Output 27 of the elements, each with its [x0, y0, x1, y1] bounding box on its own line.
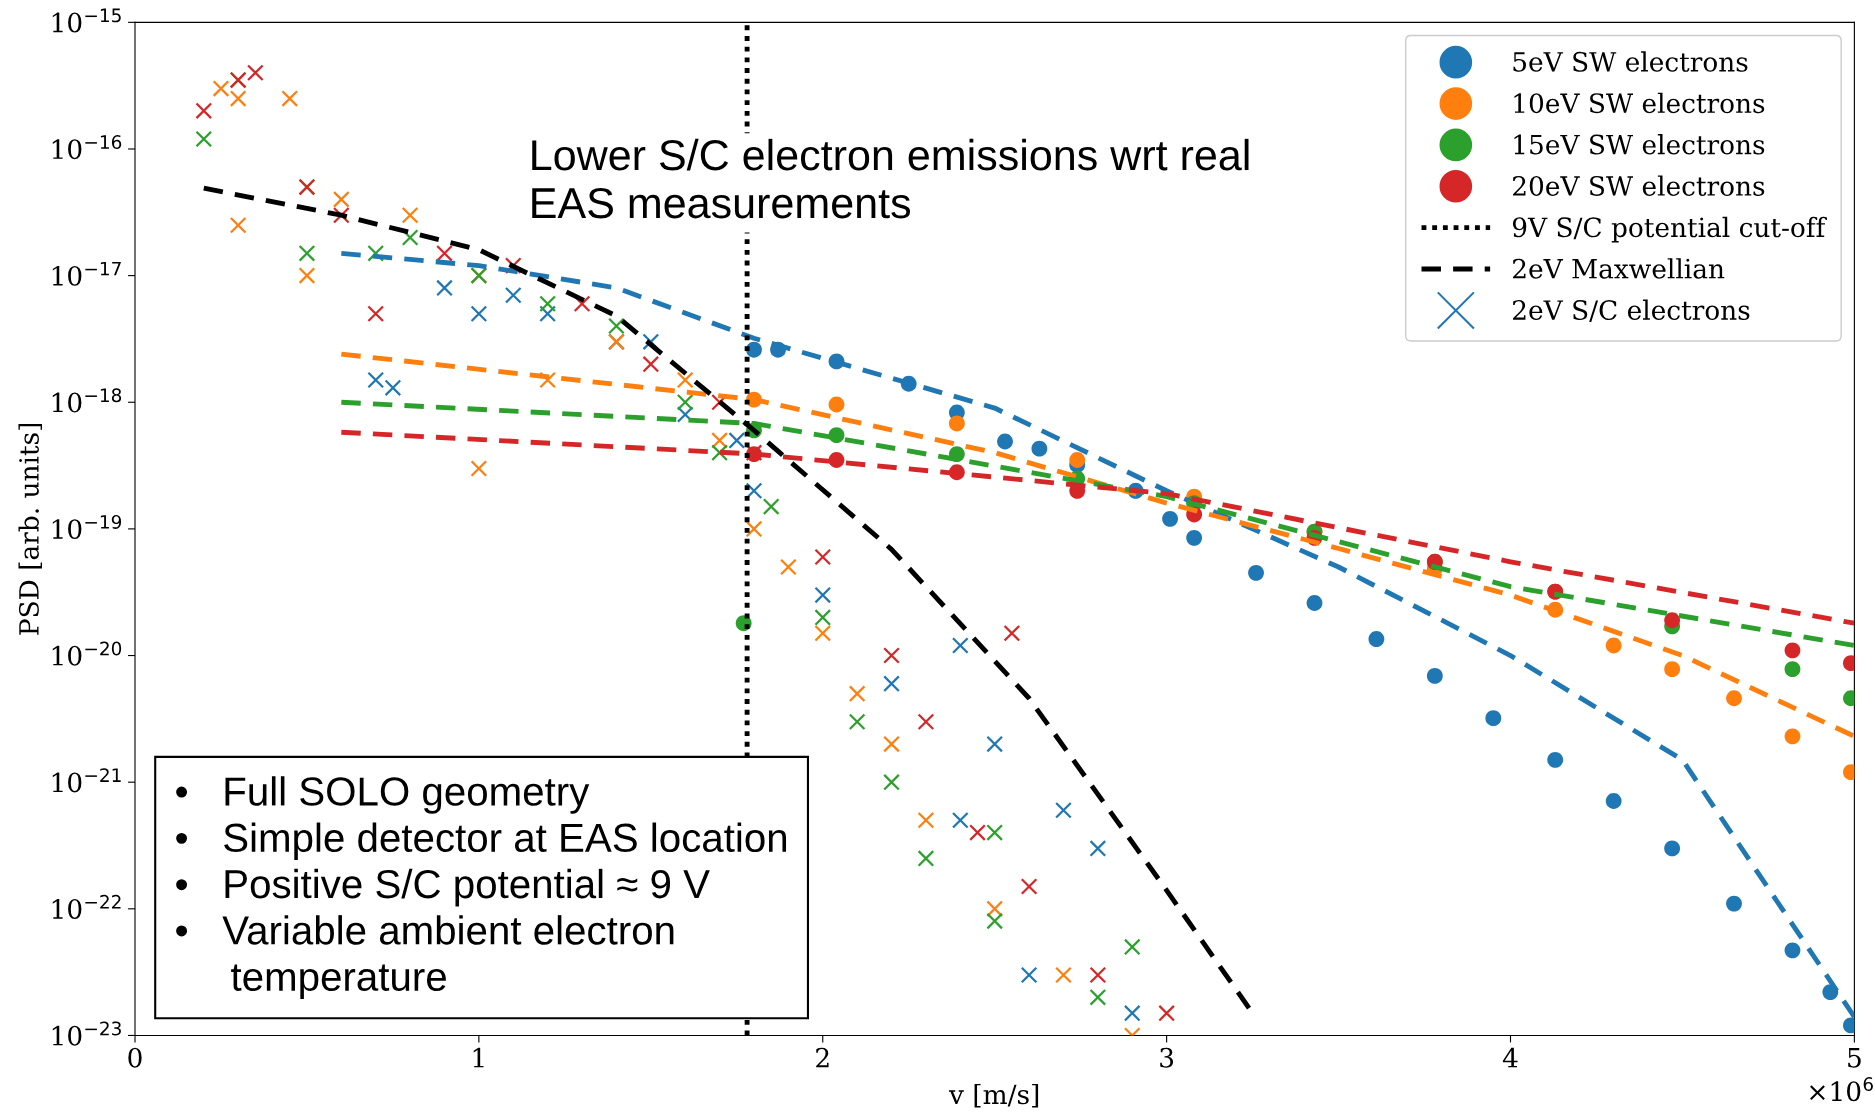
legend-label: 9V S/C potential cut-off [1512, 216, 1827, 243]
y-tick-label: 10$^{−21}$ [52, 768, 121, 793]
legend-label: 2eV S/C electrons [1513, 299, 1750, 323]
text: ×10$^{6}$ [1810, 1077, 1873, 1102]
y-tick-label: 10$^{−23}$ [52, 1021, 121, 1046]
legend-label: 2eV Maxwellian [1513, 258, 1725, 279]
y-tick-label: 10$^{−15}$ [52, 8, 121, 33]
y-tick-label: 10$^{−17}$ [52, 261, 121, 286]
x-tick-label: 5 [1848, 1048, 1861, 1068]
y-tick-label: 10$^{−18}$ [52, 388, 122, 413]
annotation: • Full SOLO geometry • Simple detector at EAS location • Positive S/C potential ≈ 9 V • Variable ambient electron temperature [176, 776, 787, 999]
legend-label: 5eV SW electrons [1513, 51, 1748, 72]
legend-label: 10eV SW electrons [1514, 92, 1765, 114]
annotation: Lower S/C electron emissions wrt real EAS measurements [532, 138, 1249, 219]
x-tick-label: 2 [816, 1047, 829, 1068]
x-axis-title: v [m/s] [948, 1083, 1039, 1108]
y-tick-label: 10$^{−19}$ [52, 514, 122, 540]
x-tick-label: 0 [128, 1047, 142, 1068]
y-tick-label: 10$^{−22}$ [52, 894, 121, 920]
x-tick-label: 3 [1160, 1047, 1174, 1068]
y-axis-title: PSD [arb. units] [18, 423, 43, 635]
x-tick-label: 1 [473, 1047, 484, 1068]
y-tick-label: 10$^{−16}$ [52, 134, 122, 160]
y-tick-label: 10$^{−20}$ [52, 641, 122, 666]
legend-label: 15eV SW electrons [1514, 134, 1765, 155]
x-tick-label: 4 [1502, 1047, 1518, 1068]
legend-label: 20eV SW electrons [1513, 175, 1765, 196]
